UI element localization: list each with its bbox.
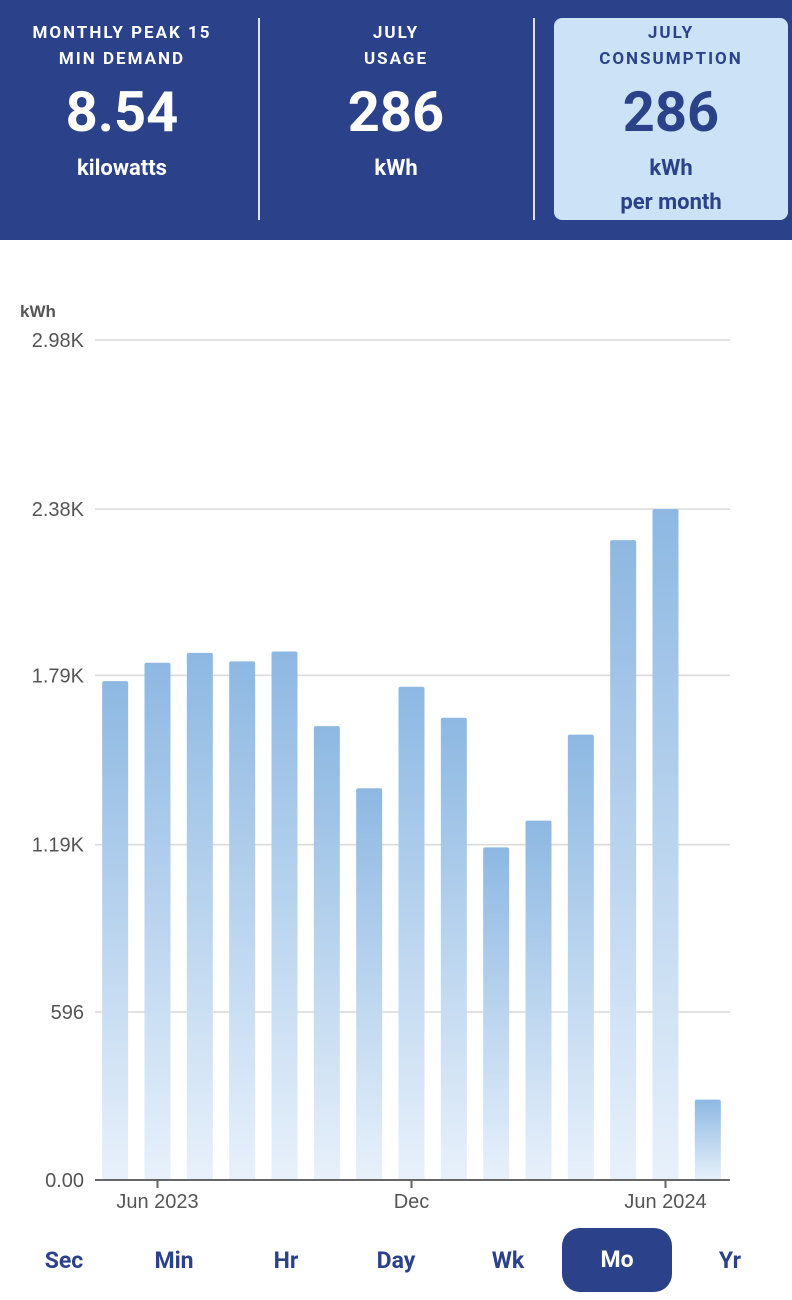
- monthly-usage-bar-chart: kWh 0.00 596 1.19K 1.79K 2.38K 2.98K Jun 2023 De…: [20, 302, 730, 1213]
- x-tick-label: Dec: [394, 1191, 430, 1213]
- divider: [258, 18, 260, 220]
- y-tick-label: 596: [51, 1002, 84, 1024]
- peak-demand-card[interactable]: MONTHLY PEAK 15 MIN DEMAND 8.54 kilowatt…: [0, 0, 244, 240]
- bars: [102, 509, 721, 1180]
- card-title: JULY USAGE: [363, 23, 429, 69]
- y-tick-label: 2.98K: [32, 330, 85, 352]
- tab-wk[interactable]: Wk: [491, 1247, 525, 1274]
- bar: [144, 662, 171, 1180]
- tab-mo[interactable]: Mo: [562, 1228, 672, 1292]
- bar: [440, 717, 467, 1180]
- bar: [652, 509, 679, 1180]
- bar: [483, 847, 510, 1180]
- y-axis-unit-label: kWh: [20, 302, 56, 321]
- bar: [398, 686, 425, 1180]
- summary-header: MONTHLY PEAK 15 MIN DEMAND 8.54 kilowatt…: [0, 0, 792, 240]
- usage-card[interactable]: JULY USAGE 286 kWh: [272, 0, 520, 240]
- tab-yr[interactable]: Yr: [718, 1247, 742, 1274]
- axes: kWh 0.00 596 1.19K 1.79K 2.38K 2.98K Jun 2023 De…: [20, 302, 730, 1213]
- divider: [533, 18, 535, 220]
- bar: [186, 652, 213, 1180]
- card-unit: kilowatts: [77, 156, 167, 181]
- card-unit: kWh: [649, 156, 693, 181]
- y-tick-label: 0.00: [45, 1170, 84, 1192]
- card-unit-line2: per month: [620, 190, 722, 215]
- consumption-card[interactable]: JULY CONSUMPTION 286 kWh per month: [554, 18, 788, 220]
- bar: [313, 726, 340, 1180]
- card-value: 286: [622, 79, 720, 145]
- tab-day[interactable]: Day: [376, 1247, 416, 1274]
- tab-sec[interactable]: Sec: [44, 1247, 84, 1274]
- bar: [229, 661, 256, 1180]
- bar: [525, 820, 552, 1180]
- bar: [356, 788, 383, 1180]
- tab-hr[interactable]: Hr: [273, 1247, 299, 1274]
- card-title: MONTHLY PEAK 15 MIN DEMAND: [32, 23, 212, 69]
- bar: [694, 1099, 721, 1180]
- y-tick-label: 2.38K: [32, 499, 85, 521]
- card-title: JULY CONSUMPTION: [599, 23, 743, 69]
- x-tick-label: Jun 2023: [116, 1191, 198, 1213]
- bar: [610, 540, 637, 1180]
- x-tick-label: Jun 2024: [624, 1191, 706, 1213]
- time-range-tabs: Sec Min Hr Day Wk Mo Yr: [0, 1226, 792, 1296]
- card-unit: kWh: [374, 156, 418, 181]
- bar: [102, 681, 129, 1180]
- y-tick-label: 1.19K: [32, 835, 85, 857]
- tab-min[interactable]: Min: [154, 1247, 194, 1274]
- y-tick-label: 1.79K: [32, 665, 85, 687]
- bar: [271, 651, 298, 1180]
- bar: [567, 734, 594, 1180]
- card-value: 8.54: [65, 79, 179, 145]
- card-value: 286: [347, 79, 445, 145]
